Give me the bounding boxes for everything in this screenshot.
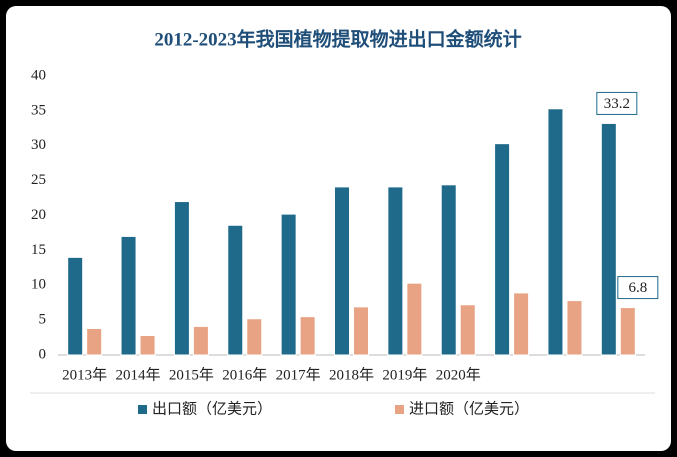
data-label: 33.2 xyxy=(604,96,630,112)
x-tick-label: 2014年 xyxy=(116,366,161,383)
bar xyxy=(440,184,457,356)
chart-title: 2012-2023年我国植物提取物进出口金额统计 xyxy=(154,27,521,50)
bar xyxy=(120,235,137,356)
x-tick-label: 2013年 xyxy=(62,366,107,383)
x-tick-label: 2018年 xyxy=(329,366,374,383)
data-label: 6.8 xyxy=(628,280,647,296)
bar xyxy=(280,213,297,356)
legend-label: 进口额（亿美元） xyxy=(409,400,529,417)
bar xyxy=(406,282,423,356)
y-tick-label: 15 xyxy=(31,242,46,258)
bar xyxy=(246,318,263,356)
legend-label: 出口额（亿美元） xyxy=(152,400,272,417)
bar xyxy=(459,304,476,356)
bar xyxy=(619,307,636,356)
y-tick-label: 20 xyxy=(31,207,46,223)
data-label-box xyxy=(596,91,638,115)
bar xyxy=(173,201,190,356)
bar xyxy=(547,108,564,356)
legend-swatch xyxy=(138,405,147,414)
bar xyxy=(227,224,244,356)
y-tick-label: 35 xyxy=(31,102,46,118)
bar xyxy=(86,327,103,356)
x-tick-label: 2020年 xyxy=(436,366,481,383)
x-tick-label: 2019年 xyxy=(382,366,427,383)
bar xyxy=(494,143,511,356)
bar xyxy=(387,186,404,356)
y-tick-label: 40 xyxy=(31,67,46,83)
bar xyxy=(513,292,530,356)
y-tick-label: 30 xyxy=(31,137,46,153)
y-tick-label: 0 xyxy=(39,346,47,362)
bar xyxy=(192,325,209,356)
bar xyxy=(600,122,617,356)
y-tick-label: 25 xyxy=(31,172,46,188)
bar xyxy=(299,316,316,356)
bar xyxy=(353,306,369,356)
data-label-box xyxy=(617,276,659,300)
bar xyxy=(334,186,350,356)
y-tick-label: 10 xyxy=(31,277,46,293)
y-tick-label: 5 xyxy=(39,312,47,328)
x-tick-label: 2016年 xyxy=(222,366,267,383)
legend-swatch xyxy=(395,405,404,414)
x-tick-label: 2015年 xyxy=(169,366,214,383)
bar xyxy=(566,300,583,356)
bar xyxy=(67,256,84,356)
x-tick-label: 2017年 xyxy=(276,366,321,383)
bar xyxy=(139,334,156,356)
